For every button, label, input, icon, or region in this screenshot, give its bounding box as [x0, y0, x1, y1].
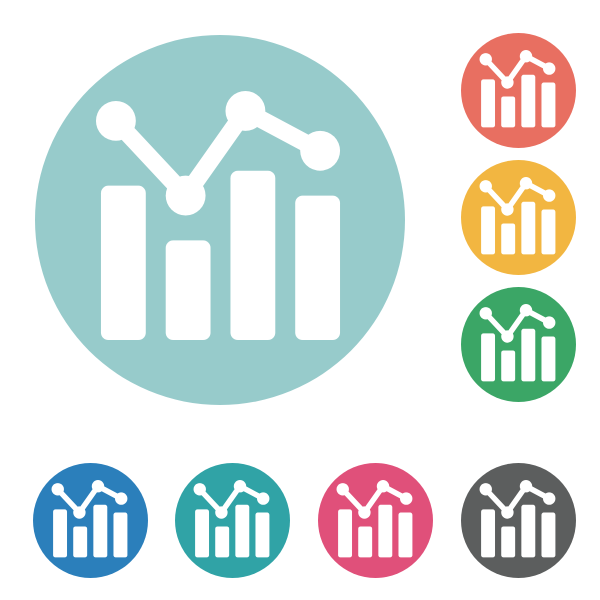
chart-icon-swatch	[461, 463, 576, 578]
chart-icon-swatch	[33, 463, 148, 578]
bar-line-chart-icon	[478, 304, 559, 385]
chart-icon-swatch	[461, 160, 576, 275]
bar-line-chart-icon	[478, 50, 559, 131]
chart-icon-swatch	[461, 287, 576, 402]
bar-line-chart-icon	[50, 480, 131, 561]
chart-icon-swatch	[318, 463, 433, 578]
chart-icon-swatch	[175, 463, 290, 578]
bar-line-chart-icon	[335, 480, 416, 561]
chart-icon-swatch	[461, 33, 576, 148]
chart-icon-main	[35, 35, 405, 405]
bar-line-chart-icon	[192, 480, 273, 561]
bar-line-chart-icon	[91, 91, 350, 350]
bar-line-chart-icon	[478, 177, 559, 258]
bar-line-chart-icon	[478, 480, 559, 561]
